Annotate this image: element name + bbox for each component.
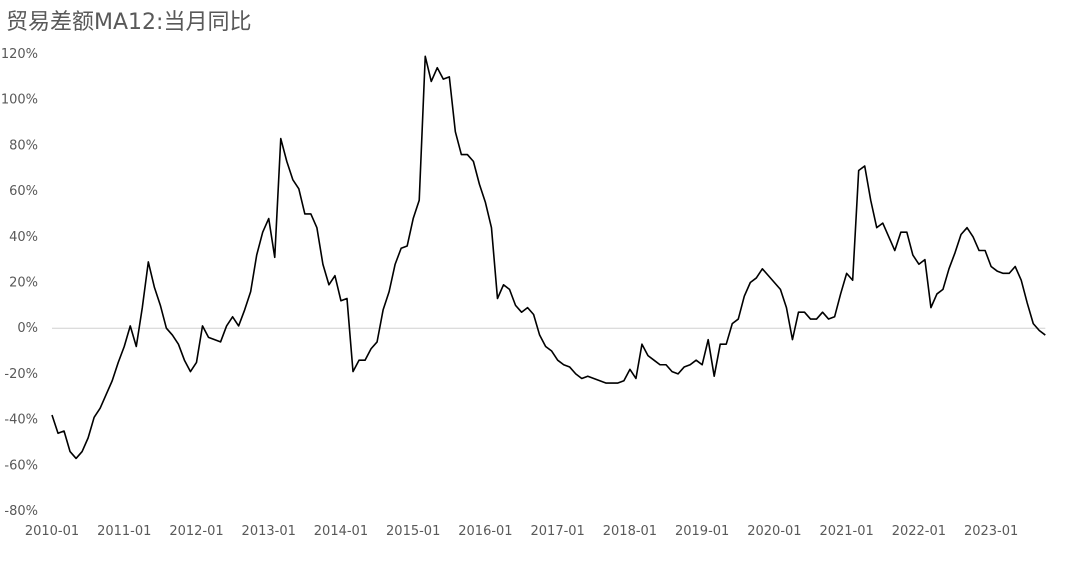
x-tick-label: 2022-01 bbox=[892, 524, 946, 539]
x-tick-label: 2012-01 bbox=[169, 524, 223, 539]
x-tick-label: 2014-01 bbox=[314, 524, 368, 539]
x-tick-label: 2013-01 bbox=[242, 524, 296, 539]
x-tick-label: 2010-01 bbox=[25, 524, 79, 539]
y-tick-label: -60% bbox=[4, 458, 38, 473]
x-tick-label: 2018-01 bbox=[603, 524, 657, 539]
x-tick-label: 2015-01 bbox=[386, 524, 440, 539]
x-tick-label: 2017-01 bbox=[531, 524, 585, 539]
y-tick-label: -40% bbox=[4, 413, 38, 428]
y-tick-label: 80% bbox=[9, 138, 38, 153]
x-tick-label: 2023-01 bbox=[964, 524, 1018, 539]
x-tick-label: 2020-01 bbox=[747, 524, 801, 539]
y-tick-label: 20% bbox=[9, 276, 38, 291]
y-tick-label: 100% bbox=[1, 93, 38, 108]
x-tick-label: 2019-01 bbox=[675, 524, 729, 539]
y-tick-label: 120% bbox=[1, 47, 38, 62]
chart-title: 贸易差额MA12:当月同比 bbox=[6, 10, 252, 35]
series-line bbox=[51, 55, 1046, 460]
y-axis-labels: 120% 100% 80% 60% 40% 20% 0% -20% -40% -60% -80% bbox=[1, 47, 38, 519]
x-tick-label: 2021-01 bbox=[819, 524, 873, 539]
y-tick-label: -80% bbox=[4, 504, 38, 519]
y-tick-label: 0% bbox=[17, 321, 38, 336]
x-axis-labels: 2010-01 2011-01 2012-01 2013-01 2014-01 2015-… bbox=[25, 524, 1018, 539]
y-tick-label: 60% bbox=[9, 184, 38, 199]
y-tick-label: 40% bbox=[9, 230, 38, 245]
x-tick-label: 2011-01 bbox=[97, 524, 151, 539]
x-tick-label: 2016-01 bbox=[458, 524, 512, 539]
y-tick-label: -20% bbox=[4, 367, 38, 382]
